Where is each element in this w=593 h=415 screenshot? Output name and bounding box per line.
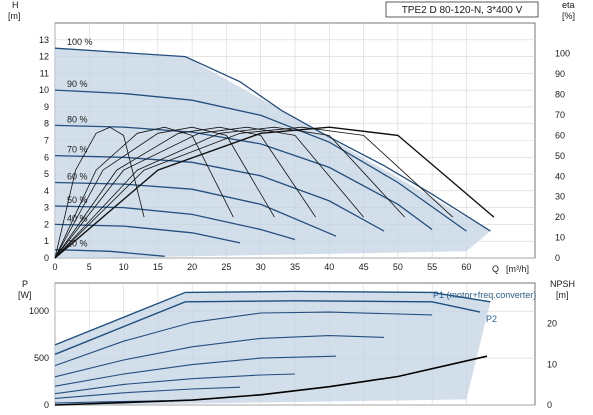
y-tick-label-p: 1000 <box>29 306 49 316</box>
speed-curve-label: 90 % <box>67 79 88 89</box>
y-tick-label: 8 <box>44 119 49 129</box>
y2-tick-label: 30 <box>555 192 565 202</box>
efficiency-curve <box>54 126 316 259</box>
y2-tick-label: 60 <box>555 130 565 140</box>
y2-tick-label-npsh: 0 <box>547 400 552 410</box>
x-tick-label: 0 <box>52 262 57 272</box>
title-box: TPE2 D 80-120-N, 3*400 V <box>385 1 539 18</box>
p2-series-line <box>54 300 481 355</box>
speed-curve-label: 40 % <box>67 213 88 223</box>
y-tick-label: 0 <box>44 253 49 263</box>
y2-tick-label: 80 <box>555 90 565 100</box>
y2-axis-label-eta: eta <box>562 0 575 10</box>
y-tick-label-p: 500 <box>34 353 49 363</box>
x-tick-label: 5 <box>87 262 92 272</box>
speed-curve <box>54 154 385 232</box>
speed-curve-label: 80 % <box>67 114 88 124</box>
x-tick-label: 10 <box>119 262 129 272</box>
y2-axis-unit-npsh: [m] <box>556 290 569 300</box>
power-curve <box>54 373 296 395</box>
chart-title: TPE2 D 80-120-N, 3*400 V <box>402 5 523 16</box>
y-tick-label: 12 <box>39 52 49 62</box>
speed-curve-label: 50 % <box>67 195 88 205</box>
y2-tick-label: 90 <box>555 69 565 79</box>
speed-curve-label: 70 % <box>67 145 88 155</box>
y2-tick-label: 0 <box>555 253 560 263</box>
power-curve <box>54 386 241 399</box>
y-tick-label: 4 <box>44 186 49 196</box>
speed-curve <box>54 181 337 237</box>
speed-curve <box>54 205 296 241</box>
legend-p2: P2 <box>486 314 497 324</box>
y-axis-unit-p: [W] <box>18 290 32 300</box>
speed-curve-label: 100 % <box>67 37 93 47</box>
y-axis-unit-h: [m] <box>8 11 21 21</box>
y2-axis-unit-eta: [%] <box>562 11 575 21</box>
x-tick-label: 35 <box>290 262 300 272</box>
efficiency-curve <box>54 126 453 259</box>
speed-curve <box>54 89 467 232</box>
x-tick-label: 45 <box>359 262 369 272</box>
speed-curve-label: 60 % <box>67 171 88 181</box>
y2-axis-label-npsh: NPSH <box>550 279 575 289</box>
speed-curve <box>54 47 491 232</box>
y-tick-label: 5 <box>44 169 49 179</box>
efficiency-curve <box>54 126 145 259</box>
y-tick-label: 11 <box>40 68 49 78</box>
y-tick-label: 6 <box>44 152 49 162</box>
x-tick-label: 20 <box>187 262 197 272</box>
x-tick-label: 25 <box>221 262 231 272</box>
y-tick-label: 3 <box>44 203 49 213</box>
x-axis-unit-q: [m³/h] <box>506 264 529 274</box>
power-npsh-plot: 0 500 1000 0 10 20 <box>29 282 557 410</box>
x-tick-label: 15 <box>153 262 163 272</box>
y2-tick-label: 70 <box>555 110 565 120</box>
efficiency-curve <box>54 126 405 259</box>
y2-tick-label-npsh: 20 <box>547 319 557 329</box>
p1-series-line <box>54 290 491 346</box>
speed-curve <box>54 124 433 231</box>
y-tick-label: 7 <box>44 136 49 146</box>
y-tick-label: 9 <box>44 102 49 112</box>
y-tick-label: 1 <box>44 236 49 246</box>
power-curve <box>54 311 433 367</box>
x-tick-label: 55 <box>427 262 437 272</box>
x-tick-label: 30 <box>256 262 266 272</box>
operating-area-power <box>55 292 491 405</box>
npsh-curve <box>54 355 488 406</box>
x-axis-label-q: Q <box>492 264 499 274</box>
speed-curve <box>54 223 241 244</box>
y-tick-label: 2 <box>44 219 49 229</box>
efficiency-curve <box>54 126 234 259</box>
x-tick-label: 50 <box>393 262 403 272</box>
x-tick-label: 60 <box>461 262 471 272</box>
y2-tick-label: 40 <box>555 171 565 181</box>
power-curve <box>54 355 337 387</box>
y-axis-label-h: H <box>12 0 19 10</box>
y-tick-label-p: 0 <box>44 400 49 410</box>
y2-tick-label: 100 <box>555 49 570 59</box>
head-efficiency-plot: 0 5 10 15 20 25 30 35 40 45 50 55 600123456789101112… <box>39 22 570 272</box>
power-curve <box>54 335 385 378</box>
y-axis-label-p: P <box>22 279 28 289</box>
y2-tick-label: 10 <box>555 233 565 243</box>
y-tick-label: 13 <box>39 35 49 45</box>
speed-curve-label: 20 % <box>67 239 88 249</box>
legend-p1: P1 (motor+freq.converter) <box>433 290 536 300</box>
x-tick-label: 40 <box>324 262 334 272</box>
y2-tick-label-npsh: 10 <box>547 359 557 369</box>
y-tick-label: 10 <box>39 85 49 95</box>
speed-curve <box>54 248 165 257</box>
y2-tick-label: 20 <box>555 212 565 222</box>
efficiency-curve <box>54 126 364 259</box>
y2-tick-label: 50 <box>555 151 565 161</box>
